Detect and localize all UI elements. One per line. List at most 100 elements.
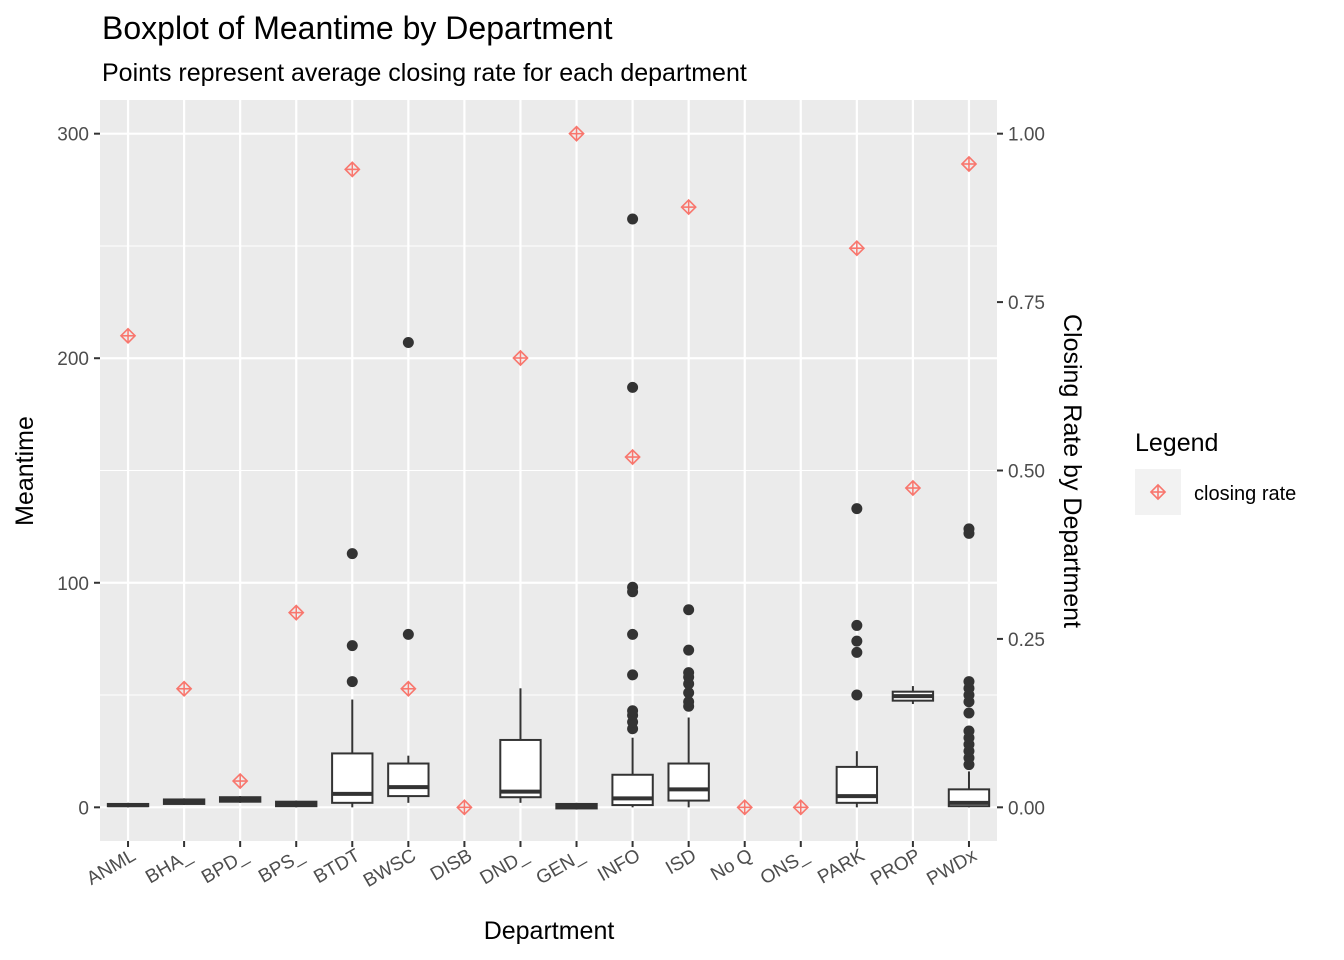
x-tick-label: GEN_: [533, 845, 589, 889]
box: [667, 762, 710, 802]
outlier-point: [683, 696, 695, 708]
boxplots: [106, 213, 991, 810]
y-axis: 0 100 200 300: [57, 125, 100, 819]
marker-diamond: [456, 799, 473, 816]
x-tick-label: INFO: [594, 845, 644, 886]
outlier-point: [683, 604, 695, 616]
box: [387, 762, 430, 798]
x-tick-label: DISB: [427, 845, 476, 885]
outlier-point: [851, 635, 863, 647]
outlier-point: [963, 676, 975, 688]
boxplot-prop: [891, 686, 935, 705]
boxplot-bpd: [218, 796, 262, 803]
boxplot-gen: [555, 802, 598, 810]
boxplot-anml: [106, 802, 150, 808]
marker-diamond: [848, 239, 866, 257]
x-tick-label: BHA_: [142, 845, 196, 888]
x-tick-label: ANML: [83, 845, 139, 890]
marker-diamond: [119, 327, 137, 344]
outlier-point: [402, 628, 414, 640]
legend-label: closing rate: [1194, 483, 1296, 505]
box: [499, 738, 542, 799]
closing-rate-point: [512, 349, 529, 367]
closing-rate-point: [680, 198, 697, 216]
x-tick-label: BPD_: [198, 845, 252, 888]
closing-rate-point: [344, 161, 361, 178]
boxplot-park: [835, 503, 879, 808]
y-axis-title: Meantime: [11, 416, 39, 526]
closing-rate-point: [231, 772, 249, 790]
outlier-point: [963, 725, 975, 737]
outlier-point: [627, 581, 639, 593]
legend-symbol: [1149, 483, 1167, 501]
y-tick-label: 200: [57, 349, 89, 370]
marker-diamond: [400, 680, 417, 697]
outlier-point: [627, 669, 639, 681]
boxplot-isd: [667, 604, 710, 808]
x-tick-label: PWDx: [923, 845, 981, 890]
marker-diamond: [624, 448, 641, 466]
x-tick-label: BTDT: [310, 845, 364, 888]
y2-tick-label: 1.00: [1008, 125, 1045, 146]
closing-rate-point: [792, 799, 809, 816]
boxplot-bha: [162, 798, 206, 806]
marker-diamond: [736, 799, 753, 816]
secondary-y-axis: 0.00 0.25 0.50 0.75 1.00: [997, 125, 1045, 819]
outlier-point: [851, 689, 863, 701]
x-tick-label: PARK: [814, 845, 868, 889]
x-tick-label: No Q: [707, 845, 756, 885]
outlier-point: [346, 676, 358, 688]
closing-rate-point: [904, 479, 922, 497]
boxplot-btdt: [331, 548, 374, 808]
box: [611, 773, 654, 807]
y2-tick-label: 0.75: [1008, 293, 1045, 314]
outlier-point: [627, 705, 639, 717]
gridlines: [100, 100, 997, 841]
secondary-y-axis-title: Closing Rate by Department: [1058, 314, 1086, 628]
chart-subtitle: Points represent average closing rate fo…: [102, 59, 747, 87]
y-tick-label: 100: [57, 574, 89, 595]
outlier-point: [963, 523, 975, 535]
closing-rate-point: [175, 680, 193, 697]
closing-rate-point: [960, 155, 978, 173]
closing-rate-point: [568, 125, 585, 142]
x-tick-label: PROP: [867, 845, 924, 890]
legend-title: Legend: [1135, 429, 1218, 457]
closing-rate-point: [288, 604, 305, 621]
x-tick-label: ONS_: [757, 845, 813, 889]
outlier-point: [683, 667, 695, 679]
closing-rate-point: [848, 239, 866, 257]
outlier-point: [346, 548, 358, 560]
x-tick-label: BPS_: [255, 845, 308, 888]
y-tick-label: 0: [78, 798, 89, 819]
marker-diamond: [680, 198, 697, 216]
marker-diamond: [175, 680, 193, 697]
marker-diamond: [568, 125, 585, 142]
x-tick-label: ISD: [662, 845, 700, 879]
outlier-point: [963, 707, 975, 719]
boxplot-info: [611, 213, 654, 808]
marker-diamond: [231, 772, 249, 790]
boxplot-bwsc: [387, 337, 430, 803]
outlier-point: [402, 337, 414, 349]
marker-diamond: [960, 155, 978, 173]
legend: Legend closing rate: [1135, 429, 1296, 515]
outlier-point: [851, 503, 863, 515]
outlier-point: [683, 644, 695, 656]
outlier-point: [851, 619, 863, 631]
y2-tick-label: 0.00: [1008, 798, 1045, 819]
y2-tick-label: 0.25: [1008, 630, 1045, 651]
boxplot-dnd: [499, 688, 542, 803]
x-tick-label: DND_: [477, 845, 533, 889]
boxplot-bps: [275, 800, 318, 808]
outlier-point: [627, 628, 639, 640]
outlier-point: [683, 687, 695, 699]
closing-rate-points: [119, 125, 978, 816]
outlier-point: [627, 381, 639, 393]
marker-diamond: [904, 479, 922, 497]
y-tick-label: 300: [57, 125, 89, 146]
y2-tick-label: 0.50: [1008, 462, 1045, 483]
boxplot-pwdx: [947, 523, 991, 808]
